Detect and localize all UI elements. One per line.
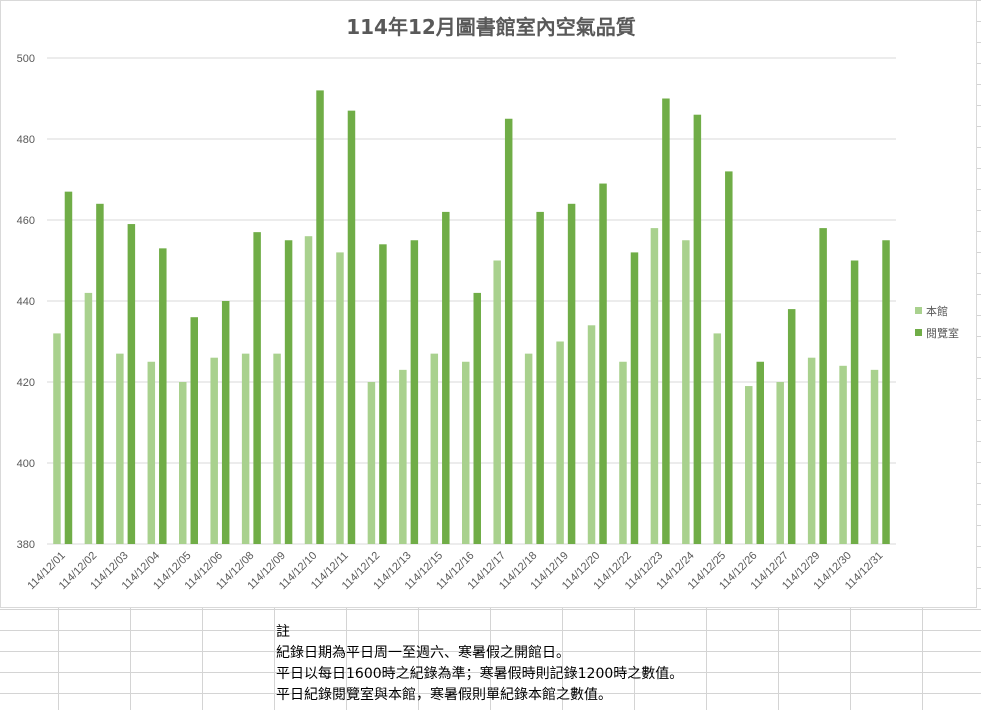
bars: [53, 90, 890, 545]
bar-reading-room: [442, 211, 450, 544]
bar-benguan: [336, 252, 344, 544]
bar-reading-room: [347, 110, 356, 545]
bar-reading-room: [819, 228, 827, 544]
bar-benguan: [304, 236, 313, 544]
bar-benguan: [870, 369, 879, 544]
bar-benguan: [745, 386, 753, 544]
bar-reading-room: [379, 244, 387, 545]
bar-chart: 114年12月圖書館室內空氣品質 380 400 420 440 460 480 500 1…: [17, 15, 959, 593]
bar-reading-room: [159, 248, 167, 544]
y-tick-label: 380: [17, 539, 35, 551]
bar-reading-room: [473, 292, 481, 544]
notes-line: 平日紀錄閱覽室與本館，寒暑假則單紀錄本館之數值。: [276, 687, 612, 703]
bar-reading-room: [882, 240, 890, 544]
bar-benguan: [399, 369, 407, 544]
bar-benguan: [587, 325, 596, 544]
bar-benguan: [84, 292, 93, 544]
bar-benguan: [493, 260, 501, 544]
y-tick-label: 480: [17, 134, 35, 146]
bar-reading-room: [662, 98, 670, 544]
bar-benguan: [430, 353, 439, 544]
y-tick-label: 500: [17, 53, 35, 65]
bar-reading-room: [787, 309, 796, 544]
y-axis: 380 400 420 440 460 480 500: [17, 53, 35, 551]
notes-line: 平日以每日1600時之紀錄為準；寒暑假時則記錄1200時之數值。: [276, 666, 684, 682]
x-axis: 114/12/01114/12/02114/12/03114/12/04114/…: [25, 550, 885, 593]
bar-reading-room: [284, 240, 293, 544]
gridlines: [47, 57, 896, 545]
notes-heading: 註: [276, 624, 290, 640]
notes-line: 紀錄日期為平日周一至週六、寒暑假之開館日。: [276, 645, 570, 661]
bar-reading-room: [221, 301, 230, 544]
bar-benguan: [210, 357, 218, 544]
bar-benguan: [179, 382, 187, 544]
bar-benguan: [682, 240, 690, 544]
bar-benguan: [367, 382, 376, 544]
bar-reading-room: [630, 252, 639, 544]
bar-reading-room: [64, 191, 73, 544]
bar-benguan: [524, 353, 533, 544]
legend-label: 閱覽室: [926, 326, 959, 340]
bar-reading-room: [536, 211, 544, 544]
bar-benguan: [53, 333, 61, 544]
bar-reading-room: [756, 361, 764, 544]
legend-swatch-reading-room: [915, 329, 922, 336]
bar-reading-room: [725, 171, 733, 544]
y-tick-label: 420: [17, 377, 35, 389]
bar-reading-room: [693, 114, 702, 544]
chart-title: 114年12月圖書館室內空氣品質: [346, 15, 636, 39]
bar-benguan: [241, 353, 250, 544]
bar-reading-room: [599, 183, 607, 545]
legend-label: 本館: [926, 304, 948, 318]
y-tick-label: 440: [17, 296, 35, 308]
y-tick-label: 460: [17, 215, 35, 227]
bar-benguan: [147, 361, 156, 544]
bar-reading-room: [190, 317, 198, 544]
bar-benguan: [116, 353, 124, 544]
chart-area[interactable]: 114年12月圖書館室內空氣品質 380 400 420 440 460 480 500 1…: [0, 0, 977, 608]
bar-benguan: [839, 365, 847, 544]
bar-benguan: [807, 357, 816, 544]
bar-reading-room: [127, 224, 136, 545]
bar-benguan: [776, 382, 784, 544]
bar-benguan: [462, 361, 470, 544]
y-tick-label: 400: [17, 458, 35, 470]
notes-block: 註 紀錄日期為平日周一至週六、寒暑假之開館日。 平日以每日1600時之紀錄為準；…: [276, 622, 683, 706]
bar-reading-room: [316, 90, 324, 545]
bar-benguan: [273, 353, 281, 544]
bar-benguan: [619, 361, 627, 544]
bar-reading-room: [96, 203, 104, 545]
bar-reading-room: [410, 240, 419, 544]
bar-benguan: [556, 341, 564, 544]
bar-reading-room: [253, 232, 261, 544]
bar-benguan: [713, 333, 722, 544]
bar-reading-room: [850, 260, 859, 544]
bar-reading-room: [504, 118, 513, 544]
bar-benguan: [650, 228, 659, 544]
bar-reading-room: [567, 203, 576, 545]
legend-swatch-benguan: [915, 307, 922, 314]
